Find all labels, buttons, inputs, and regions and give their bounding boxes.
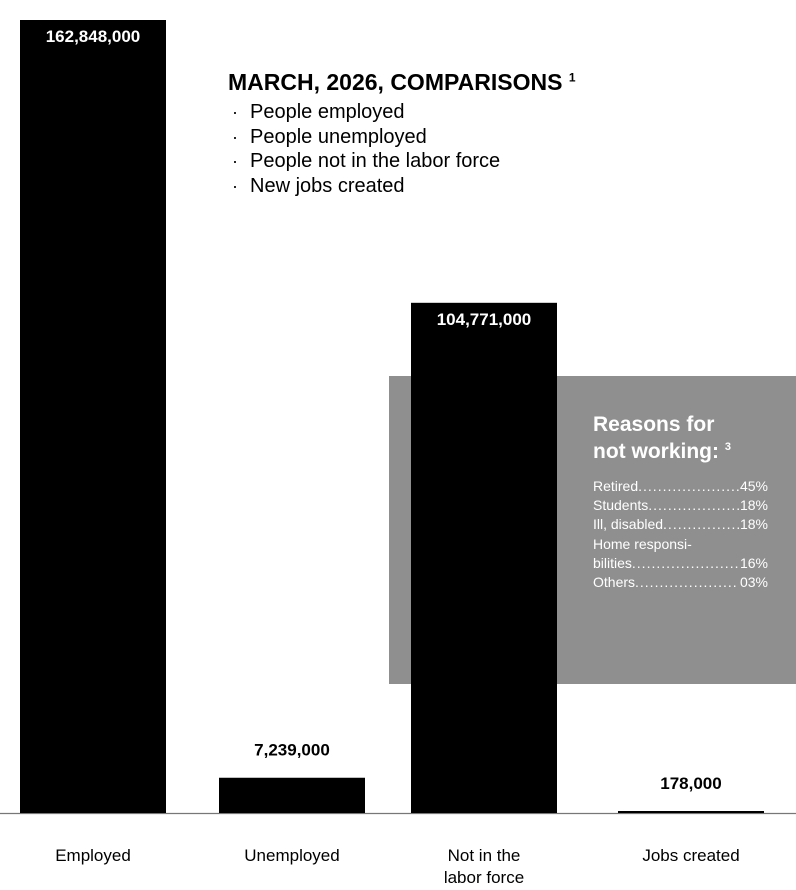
reasons-title: Reasons for not working: 3 <box>593 411 768 465</box>
bar-value-label: 104,771,000 <box>437 310 532 329</box>
reason-row: Retired 45% <box>593 477 768 496</box>
reason-value: 45% <box>739 478 768 494</box>
reasons-title-line1: Reasons for <box>593 413 715 436</box>
reason-value: 16% <box>739 554 768 571</box>
reason-row: bilities 16% <box>593 554 768 573</box>
reason-value: 18% <box>739 497 768 514</box>
category-label: Jobs created <box>642 846 740 865</box>
chart-title-text: MARCH, 2026, COMPARISONS <box>228 69 563 95</box>
legend-item: · People employed <box>228 100 576 125</box>
bar <box>411 302 557 813</box>
reason-label: Others <box>593 574 636 591</box>
leader-dots <box>663 515 739 534</box>
bullet-icon: · <box>232 175 238 196</box>
bullet-icon: · <box>232 151 238 171</box>
bar-value-label: 7,239,000 <box>254 741 330 760</box>
reason-label: Home responsi- <box>593 535 692 552</box>
legend-item: · People unemployed <box>228 125 576 150</box>
bar-value-label: 178,000 <box>660 774 721 793</box>
reason-label: Ill, disabled <box>593 516 664 533</box>
bar-value-label: 162,848,000 <box>46 27 141 46</box>
reason-row: Ill, disabled 18% <box>593 515 768 534</box>
reason-label: bilities <box>593 554 632 571</box>
reason-row: Others 03% <box>593 573 768 592</box>
bar <box>618 811 764 813</box>
chart-title-note: 1 <box>568 70 576 85</box>
category-label: Not in the labor force <box>443 846 525 887</box>
reasons-box: Reasons for not working: 3 Retired 45% St… <box>593 411 768 592</box>
reason-label: Students <box>593 497 649 514</box>
category-label: Unemployed <box>244 846 340 865</box>
bullet-icon: · <box>232 102 238 122</box>
leader-dots <box>632 554 739 573</box>
legend-list: · People employed · People unemployed · Peo… <box>228 100 576 198</box>
reason-row: Students 18% <box>593 496 768 515</box>
leader-dots <box>648 496 739 515</box>
reasons-title-note: 3 <box>724 441 731 453</box>
bar <box>219 777 365 813</box>
bars-layer: 162,848,000 7,239,000 178,000 <box>0 20 796 815</box>
reason-label: Retired <box>593 478 639 494</box>
bullet-icon: · <box>232 126 238 147</box>
legend-item: · New jobs created <box>228 174 576 199</box>
bar <box>20 20 166 813</box>
category-label: Employed <box>55 846 131 865</box>
leader-dots <box>635 573 739 592</box>
reason-value: 18% <box>739 516 768 533</box>
chart-legend: MARCH, 2026, COMPARISONS 1 · People emplo… <box>228 68 576 198</box>
reasons-list: Retired45% Students18% Ill, disabled18% … <box>593 477 768 592</box>
reasons-title-line2: not working: <box>593 440 719 463</box>
chart-title: MARCH, 2026, COMPARISONS 1 <box>228 68 576 96</box>
legend-item: · People not in the labor force <box>228 149 576 174</box>
reason-value: 03% <box>739 574 768 591</box>
leader-dots <box>638 477 739 496</box>
reason-row: Home responsi- <box>593 535 768 554</box>
